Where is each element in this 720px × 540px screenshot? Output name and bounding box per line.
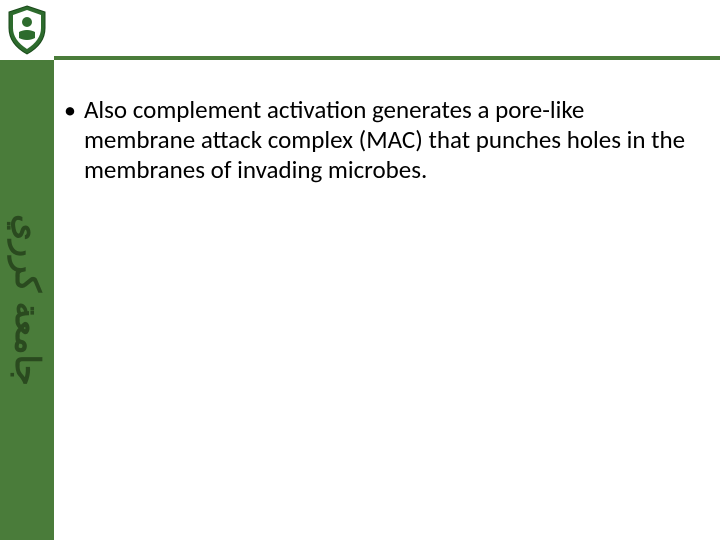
university-logo-icon (5, 4, 49, 56)
bullet-marker: • (64, 97, 76, 126)
bullet-text: Also complement activation generates a p… (84, 95, 690, 185)
sidebar-green-bar: جامعة كرري (0, 60, 54, 540)
logo-container (0, 0, 54, 60)
bullet-item: • Also complement activation generates a… (64, 95, 690, 185)
slide-content: • Also complement activation generates a… (54, 75, 700, 185)
top-divider (54, 56, 720, 60)
left-sidebar: جامعة كرري (0, 0, 54, 540)
sidebar-university-name: جامعة كرري (7, 214, 47, 386)
